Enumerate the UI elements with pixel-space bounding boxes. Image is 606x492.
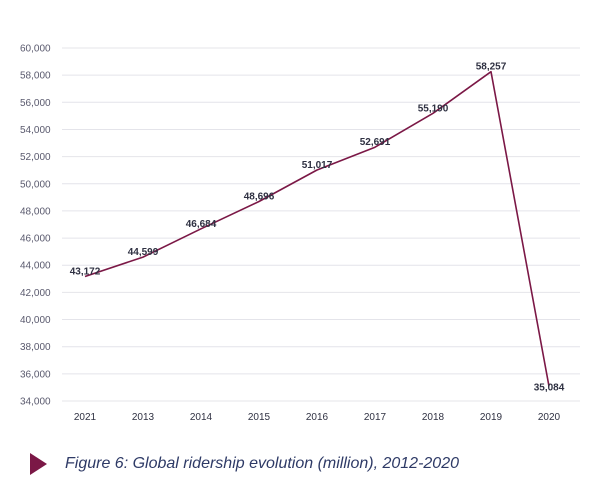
- y-tick-label: 52,000: [20, 152, 51, 163]
- y-tick-label: 36,000: [20, 369, 51, 380]
- y-tick-label: 42,000: [20, 288, 51, 299]
- y-tick-label: 48,000: [20, 206, 51, 217]
- figure-caption: Figure 6: Global ridership evolution (mi…: [30, 452, 590, 476]
- x-tick-label: 2018: [422, 412, 445, 423]
- x-axis-tick-labels: 2021 2013 2014 2015 2016 2017 2018 2019 2020: [74, 412, 561, 423]
- x-tick-label: 2013: [132, 412, 155, 423]
- data-label: 46,684: [186, 219, 217, 230]
- data-label: 48,696: [244, 191, 275, 202]
- x-tick-label: 2016: [306, 412, 329, 423]
- data-label: 51,017: [302, 160, 333, 171]
- series-line: [84, 70, 550, 387]
- y-axis-tick-labels: 34,000 36,000 38,000 40,000 42,000 44,000 46,0…: [20, 44, 51, 408]
- data-label: 55,190: [418, 103, 449, 114]
- y-tick-label: 54,000: [20, 125, 51, 136]
- y-tick-label: 44,000: [20, 261, 51, 272]
- x-tick-label: 2019: [480, 412, 503, 423]
- x-tick-label: 2021: [74, 412, 97, 423]
- y-tick-label: 46,000: [20, 234, 51, 245]
- x-tick-label: 2017: [364, 412, 387, 423]
- y-tick-label: 34,000: [20, 397, 51, 408]
- caption-triangle-icon: [30, 453, 47, 475]
- y-tick-label: 50,000: [20, 179, 51, 190]
- y-tick-label: 38,000: [20, 342, 51, 353]
- y-tick-label: 40,000: [20, 315, 51, 326]
- y-tick-label: 60,000: [20, 44, 51, 55]
- gridlines: [62, 47, 580, 402]
- ridership-line-chart: 34,000 36,000 38,000 40,000 42,000 44,000 46,0…: [20, 44, 580, 423]
- y-tick-label: 58,000: [20, 71, 51, 82]
- x-tick-label: 2020: [538, 412, 561, 423]
- data-label: 44,599: [128, 247, 159, 258]
- x-tick-label: 2015: [248, 412, 271, 423]
- data-label: 52,691: [360, 137, 391, 148]
- x-tick-label: 2014: [190, 412, 213, 423]
- data-label: 35,084: [534, 382, 565, 393]
- y-tick-label: 56,000: [20, 98, 51, 109]
- series-line-group: [84, 70, 550, 387]
- data-labels: 43,172 44,599 46,684 48,696 51,017 52,691 55,1…: [70, 62, 565, 394]
- figure-caption-text: Figure 6: Global ridership evolution (mi…: [65, 455, 459, 472]
- data-label: 43,172: [70, 266, 101, 277]
- data-label: 58,257: [476, 62, 507, 73]
